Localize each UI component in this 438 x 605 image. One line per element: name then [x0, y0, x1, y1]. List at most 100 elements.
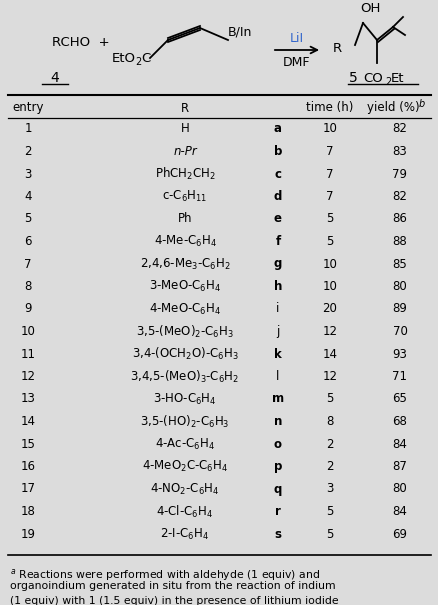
Text: 20: 20	[322, 302, 337, 315]
Text: time (h): time (h)	[306, 102, 353, 114]
Text: 12: 12	[322, 370, 337, 383]
Text: 17: 17	[21, 483, 35, 495]
Text: 2: 2	[24, 145, 32, 158]
Text: c-C$_6$H$_{11}$: c-C$_6$H$_{11}$	[162, 189, 207, 204]
Text: j: j	[276, 325, 279, 338]
Text: 10: 10	[322, 258, 337, 270]
Text: 2-I-C$_6$H$_4$: 2-I-C$_6$H$_4$	[160, 526, 209, 541]
Text: Ph: Ph	[177, 212, 192, 226]
Text: R: R	[332, 42, 341, 54]
Text: a: a	[273, 122, 281, 136]
Text: 8: 8	[24, 280, 32, 293]
Text: l: l	[276, 370, 279, 383]
Text: 93: 93	[392, 347, 406, 361]
Text: 10: 10	[21, 325, 35, 338]
Text: 5: 5	[325, 212, 333, 226]
Text: c: c	[274, 168, 281, 180]
Text: 4-MeO-C$_6$H$_4$: 4-MeO-C$_6$H$_4$	[148, 301, 221, 316]
Text: 71: 71	[392, 370, 406, 383]
Text: 5: 5	[325, 235, 333, 248]
Text: 5: 5	[325, 393, 333, 405]
Text: 6: 6	[24, 235, 32, 248]
Text: 79: 79	[392, 168, 406, 180]
Text: 85: 85	[392, 258, 406, 270]
Text: 7: 7	[325, 145, 333, 158]
Text: 86: 86	[392, 212, 406, 226]
Text: 89: 89	[392, 302, 406, 315]
Text: entry: entry	[12, 102, 44, 114]
Text: LiI: LiI	[289, 31, 304, 45]
Text: EtO: EtO	[112, 51, 136, 65]
Text: C: C	[141, 51, 150, 65]
Text: s: s	[274, 528, 281, 540]
Text: 2: 2	[135, 57, 141, 67]
Text: 19: 19	[21, 528, 35, 540]
Text: organoindium generated in situ from the reaction of indium: organoindium generated in situ from the …	[10, 581, 335, 591]
Text: 1: 1	[24, 122, 32, 136]
Text: 3: 3	[24, 168, 32, 180]
Text: 10: 10	[322, 280, 337, 293]
Text: 3,4-(OCH$_2$O)-C$_6$H$_3$: 3,4-(OCH$_2$O)-C$_6$H$_3$	[131, 346, 238, 362]
Text: 84: 84	[392, 437, 406, 451]
Text: $^a$ Reactions were performed with aldehyde (1 equiv) and: $^a$ Reactions were performed with aldeh…	[10, 567, 319, 583]
Text: d: d	[273, 190, 282, 203]
Text: 12: 12	[21, 370, 35, 383]
Text: 11: 11	[21, 347, 35, 361]
Text: Et: Et	[390, 71, 403, 85]
Text: 13: 13	[21, 393, 35, 405]
Text: OH: OH	[359, 1, 379, 15]
Text: RCHO  +: RCHO +	[52, 36, 110, 48]
Text: n: n	[273, 415, 282, 428]
Text: 80: 80	[392, 280, 406, 293]
Text: 3-MeO-C$_6$H$_4$: 3-MeO-C$_6$H$_4$	[148, 279, 221, 294]
Text: 5: 5	[325, 505, 333, 518]
Text: 5: 5	[348, 71, 357, 85]
Text: 5: 5	[24, 212, 32, 226]
Text: 88: 88	[392, 235, 406, 248]
Text: H: H	[180, 122, 189, 136]
Text: 9: 9	[24, 302, 32, 315]
Text: 10: 10	[322, 122, 337, 136]
Text: 80: 80	[392, 483, 406, 495]
Text: 3-HO-C$_6$H$_4$: 3-HO-C$_6$H$_4$	[153, 391, 216, 407]
Text: 3,5-(HO)$_2$-C$_6$H$_3$: 3,5-(HO)$_2$-C$_6$H$_3$	[140, 413, 229, 430]
Text: 84: 84	[392, 505, 406, 518]
Text: 65: 65	[392, 393, 406, 405]
Text: p: p	[273, 460, 282, 473]
Text: 4-NO$_2$-C$_6$H$_4$: 4-NO$_2$-C$_6$H$_4$	[150, 482, 219, 497]
Text: 12: 12	[322, 325, 337, 338]
Text: 3,5-(MeO)$_2$-C$_6$H$_3$: 3,5-(MeO)$_2$-C$_6$H$_3$	[136, 324, 233, 339]
Text: 2,4,6-Me$_3$-C$_6$H$_2$: 2,4,6-Me$_3$-C$_6$H$_2$	[139, 257, 230, 272]
Text: R: R	[180, 102, 189, 114]
Text: PhCH$_2$CH$_2$: PhCH$_2$CH$_2$	[154, 166, 215, 182]
Text: g: g	[273, 258, 282, 270]
Text: f: f	[275, 235, 280, 248]
Text: 82: 82	[392, 190, 406, 203]
Text: b: b	[273, 145, 282, 158]
Text: 69: 69	[392, 528, 406, 540]
Text: 7: 7	[325, 168, 333, 180]
Text: 8: 8	[325, 415, 333, 428]
Text: 4: 4	[24, 190, 32, 203]
Text: k: k	[273, 347, 281, 361]
Text: 2: 2	[384, 77, 390, 87]
Text: 68: 68	[392, 415, 406, 428]
Text: 3,4,5-(MeO)$_3$-C$_6$H$_2$: 3,4,5-(MeO)$_3$-C$_6$H$_2$	[130, 368, 239, 385]
Text: 14: 14	[21, 415, 35, 428]
Text: 4-Cl-C$_6$H$_4$: 4-Cl-C$_6$H$_4$	[156, 503, 213, 520]
Text: 2: 2	[325, 437, 333, 451]
Text: 15: 15	[21, 437, 35, 451]
Text: r: r	[275, 505, 280, 518]
Text: h: h	[273, 280, 282, 293]
Text: 87: 87	[392, 460, 406, 473]
Text: 4-Ac-C$_6$H$_4$: 4-Ac-C$_6$H$_4$	[155, 436, 215, 451]
Text: q: q	[273, 483, 282, 495]
Text: o: o	[273, 437, 281, 451]
Text: e: e	[273, 212, 281, 226]
Text: 70: 70	[392, 325, 406, 338]
Text: 16: 16	[21, 460, 35, 473]
Text: 4-Me-C$_6$H$_4$: 4-Me-C$_6$H$_4$	[153, 234, 216, 249]
Text: 5: 5	[325, 528, 333, 540]
Text: CO: CO	[362, 71, 382, 85]
Text: 82: 82	[392, 122, 406, 136]
